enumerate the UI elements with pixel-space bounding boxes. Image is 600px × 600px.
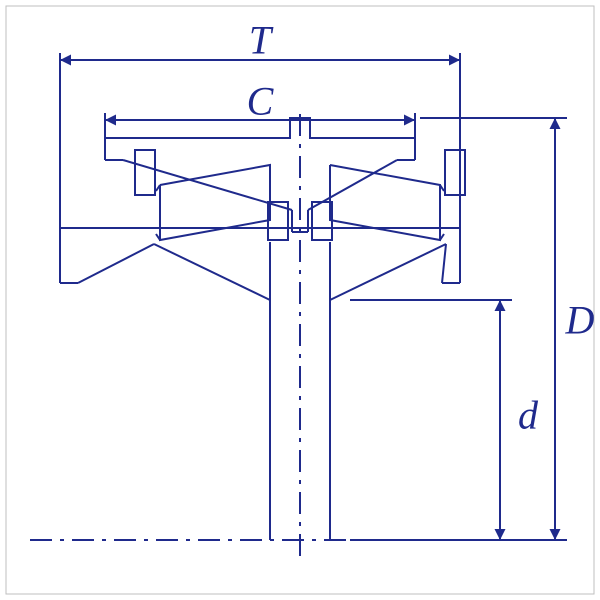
diagram-svg — [0, 0, 600, 600]
bearing-diagram: T C D d — [0, 0, 600, 600]
